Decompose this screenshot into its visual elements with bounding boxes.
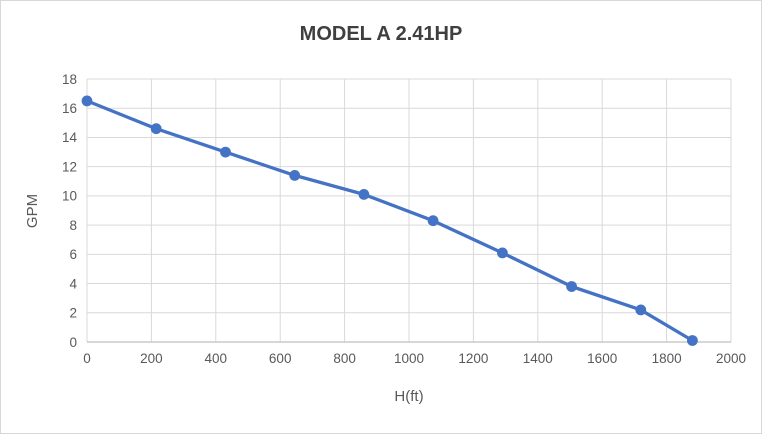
y-tick-label: 14 bbox=[62, 130, 78, 145]
y-tick-label: 18 bbox=[62, 72, 77, 87]
data-point-marker bbox=[358, 189, 370, 200]
x-tick-label: 1200 bbox=[458, 351, 488, 366]
series-line bbox=[85, 99, 695, 343]
x-tick-label: 400 bbox=[205, 351, 228, 366]
x-tick-label: 600 bbox=[269, 351, 292, 366]
data-point-marker bbox=[687, 335, 698, 346]
x-tick-label: 200 bbox=[140, 351, 163, 366]
y-tick-label: 10 bbox=[62, 189, 77, 204]
data-point-marker bbox=[81, 95, 93, 107]
data-point-marker bbox=[220, 146, 231, 158]
x-tick-label: 1800 bbox=[652, 351, 682, 366]
chart-title: MODEL A 2.41HP bbox=[300, 23, 463, 45]
data-point-marker bbox=[635, 304, 647, 316]
y-axis-tick-labels: 0 2 4 6 8 10 12 14 16 18 bbox=[62, 72, 78, 350]
x-tick-label: 800 bbox=[333, 351, 356, 366]
x-tick-label: 0 bbox=[83, 351, 91, 366]
x-tick-label: 2000 bbox=[716, 351, 746, 366]
y-tick-label: 2 bbox=[69, 306, 77, 321]
data-point-marker bbox=[427, 215, 439, 227]
data-point-marker bbox=[289, 170, 301, 181]
data-point-marker bbox=[497, 247, 508, 259]
data-series bbox=[81, 95, 698, 346]
x-tick-label: 1000 bbox=[394, 351, 424, 366]
y-tick-label: 0 bbox=[69, 335, 77, 350]
x-tick-label: 1400 bbox=[523, 351, 553, 366]
gridlines bbox=[86, 78, 732, 342]
data-point-marker bbox=[150, 123, 162, 135]
y-tick-label: 4 bbox=[69, 276, 77, 291]
x-tick-label: 1600 bbox=[587, 351, 617, 366]
y-tick-label: 8 bbox=[69, 218, 77, 233]
y-tick-label: 6 bbox=[69, 247, 77, 262]
data-point-marker bbox=[566, 281, 577, 292]
y-tick-label: 12 bbox=[62, 159, 77, 174]
x-axis-title: H(ft) bbox=[394, 388, 423, 405]
y-tick-label: 16 bbox=[62, 101, 77, 116]
y-axis-title: GPM bbox=[24, 194, 41, 228]
x-axis-tick-labels: 0 200 400 600 800 1000 1200 1400 1600 1800 2000 bbox=[83, 351, 746, 366]
